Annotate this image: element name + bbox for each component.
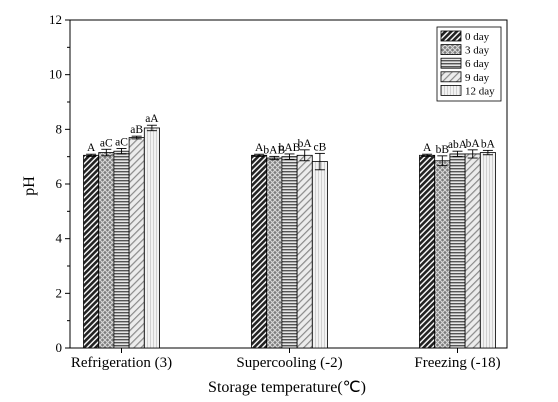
x-tick-label: Refrigeration (3) [71,355,172,371]
bar [251,154,268,349]
significance-label: bA [298,138,313,150]
y-tick-label: 4 [56,231,63,246]
bar [266,157,283,349]
legend-label: 12 day [465,85,495,97]
significance-label: aA [145,113,159,125]
bar [296,154,313,349]
x-axis-title: Storage temperature(℃) [208,379,366,396]
bar [128,137,145,349]
significance-label: bA [466,138,481,150]
legend-label: 0 day [465,31,490,43]
significance-label: cB [314,141,327,153]
x-tick-label: Supercooling (-2) [236,355,342,371]
y-tick-label: 6 [56,176,63,191]
legend-swatch [440,30,462,42]
significance-label: bAB [263,144,285,156]
bar [281,156,298,349]
legend-swatch [440,71,462,83]
bar [113,150,130,349]
significance-label: A [255,142,264,154]
significance-label: A [423,142,432,154]
y-tick-label: 8 [56,121,63,136]
significance-label: abA [448,139,468,151]
legend-swatch [440,57,462,69]
bar [143,127,160,349]
bar [83,154,100,349]
bar [419,154,436,349]
legend-label: 3 day [465,45,490,57]
legend-label: 6 day [465,58,490,70]
y-tick-label: 2 [56,285,63,300]
bar [464,153,481,349]
legend-label: 9 day [465,72,490,84]
significance-label: aB [130,124,143,136]
legend-swatch [440,44,462,55]
y-axis-title: pH [21,176,38,196]
bar [449,153,466,349]
y-tick-label: 12 [49,12,62,27]
y-tick-label: 0 [56,340,63,355]
bar [434,160,451,349]
y-tick-label: 10 [49,67,62,82]
significance-label: bA [481,138,496,150]
bar [311,161,328,349]
significance-label: aC [100,137,113,149]
significance-label: A [87,142,96,154]
significance-label: aC [115,136,128,148]
legend-swatch [440,85,462,96]
significance-label: bAB [279,142,301,154]
significance-label: bB [436,144,450,156]
x-tick-label: Freezing (-18) [414,355,500,371]
bar [98,152,115,349]
bar [479,152,496,349]
